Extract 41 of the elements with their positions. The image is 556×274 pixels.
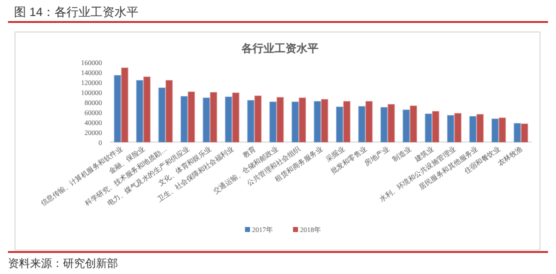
chart-title: 各行业工资水平	[240, 42, 318, 55]
bar	[298, 98, 306, 142]
bar	[158, 88, 166, 142]
bar	[498, 118, 506, 142]
bar	[180, 96, 188, 142]
bar	[358, 106, 366, 142]
bar	[476, 114, 484, 142]
chart-subtitle: 图 14：各行业工资水平	[14, 5, 139, 19]
bar	[514, 123, 521, 142]
bar	[365, 101, 373, 142]
bar	[136, 80, 144, 142]
bar	[380, 107, 388, 142]
bar	[336, 106, 344, 142]
bar	[143, 76, 151, 142]
bar	[402, 110, 410, 142]
bar	[210, 92, 218, 142]
bar	[276, 97, 284, 142]
bar	[121, 68, 128, 142]
bar	[232, 92, 240, 142]
bar	[254, 96, 262, 142]
bar	[388, 104, 395, 142]
bar	[114, 75, 122, 142]
bar	[292, 102, 299, 142]
text: 资料来源：研究创新部	[8, 257, 118, 270]
bar	[410, 106, 418, 142]
bar	[343, 101, 350, 142]
bar	[314, 101, 321, 142]
bar	[224, 96, 232, 142]
bar	[447, 115, 454, 142]
bar	[202, 98, 210, 142]
bar	[520, 124, 528, 142]
bar	[247, 100, 254, 142]
bar	[188, 92, 195, 142]
bar	[269, 102, 277, 142]
bar	[432, 111, 440, 142]
bar	[424, 114, 432, 142]
bar	[454, 113, 462, 142]
bar	[469, 116, 476, 142]
bar	[491, 118, 499, 142]
bar	[166, 80, 173, 142]
bar	[321, 99, 328, 142]
